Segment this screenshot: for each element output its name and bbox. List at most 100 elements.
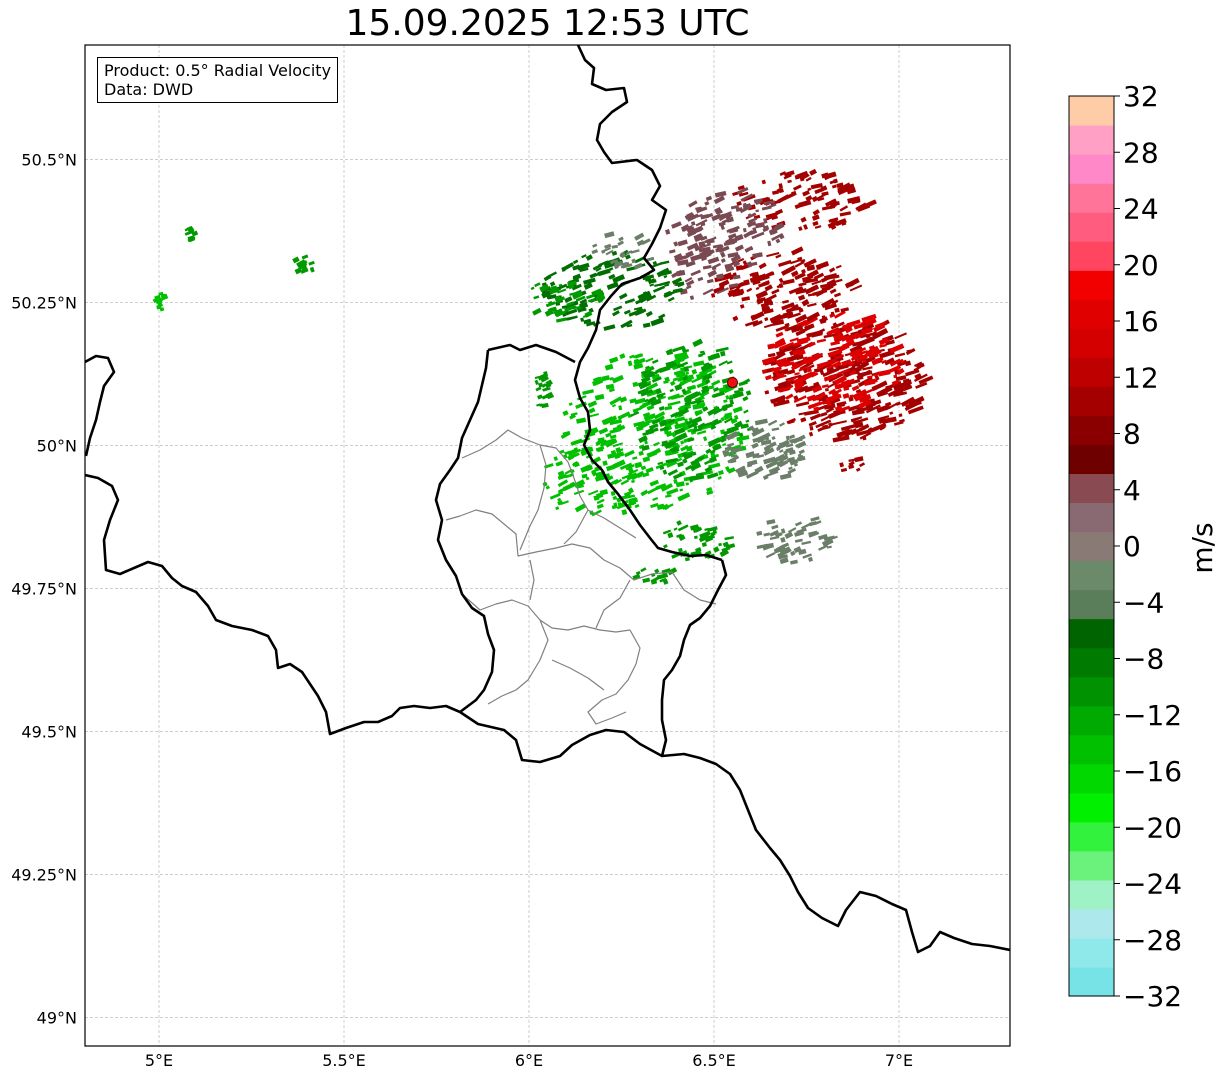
echo-pixel	[682, 349, 690, 353]
echo-pixel	[707, 256, 720, 265]
echo-pixel	[805, 176, 812, 182]
echo-pixel	[671, 394, 685, 400]
echo-pixel	[541, 395, 548, 400]
echo-pixel	[821, 315, 826, 320]
echo-pixel	[877, 391, 889, 397]
echo-cluster	[630, 338, 752, 482]
echo-pixel	[725, 445, 733, 452]
echo-pixel	[650, 262, 663, 269]
echo-pixel	[778, 183, 783, 189]
echo-pixel	[859, 431, 872, 440]
echo-pixel	[685, 464, 693, 471]
echo-pixel	[656, 392, 666, 398]
echo-pixel	[650, 317, 665, 327]
echo-pixel	[634, 461, 643, 469]
echo-pixel	[778, 344, 796, 354]
echo-pixel	[816, 338, 827, 343]
echo-pixel	[685, 482, 690, 486]
echo-pixel	[575, 295, 586, 302]
echo-pixel	[859, 336, 875, 346]
echo-pixel	[568, 449, 581, 457]
echo-pixel	[735, 207, 743, 212]
echo-pixel	[581, 473, 588, 479]
echo-pixel	[703, 436, 708, 442]
echo-pixel	[811, 279, 822, 286]
echo-pixel	[829, 180, 836, 185]
colorbar-band	[1069, 879, 1114, 910]
echo-pixel	[679, 488, 684, 492]
echo-pixel	[540, 374, 550, 383]
echo-pixel	[549, 287, 560, 294]
echo-pixel	[856, 202, 871, 212]
echo-pixel	[885, 339, 895, 346]
echo-pixel	[830, 224, 837, 230]
echo-pixel	[620, 319, 633, 329]
echo-pixel	[613, 305, 623, 312]
echo-pixel	[760, 302, 769, 309]
echo-pixel	[653, 441, 660, 447]
echo-pixel	[588, 407, 596, 414]
echo-pixel	[612, 310, 620, 317]
echo-pixel	[765, 211, 779, 219]
echo-pixel	[745, 390, 752, 396]
echo-pixel	[753, 198, 763, 204]
echo-pixel	[662, 529, 672, 535]
echo-pixel	[678, 548, 683, 553]
admin-boundary	[461, 429, 637, 539]
colorbar-band	[1069, 299, 1114, 329]
echo-pixel	[894, 352, 906, 358]
echo-pixel	[767, 203, 777, 209]
echo-pixel	[641, 444, 650, 451]
echo-pixel	[643, 371, 655, 380]
echo-cluster	[541, 249, 685, 331]
echo-pixel	[618, 448, 624, 452]
echo-pixel	[898, 413, 903, 418]
echo-cluster	[530, 280, 606, 323]
echo-pixel	[868, 349, 882, 359]
colorbar-tick-label: 28	[1123, 136, 1159, 169]
echo-pixel	[797, 294, 806, 301]
echo-pixel	[555, 296, 566, 304]
echo-pixel	[633, 306, 643, 311]
echo-pixel	[693, 233, 703, 240]
echo-pixel	[725, 266, 735, 273]
echo-pixel	[790, 246, 804, 256]
echo-pixel	[606, 464, 615, 472]
echo-pixel	[645, 310, 653, 317]
echo-pixel	[610, 449, 617, 455]
echo-pixel	[156, 304, 162, 310]
colorbar-band	[1069, 792, 1114, 823]
echo-pixel	[630, 500, 637, 506]
echo-pixel	[579, 267, 589, 273]
echo-pixel	[756, 454, 765, 459]
echo-pixel	[696, 430, 707, 435]
echo-pixel	[718, 360, 728, 367]
echo-pixel	[620, 263, 628, 269]
echo-pixel	[758, 262, 767, 270]
colorbar-band	[1069, 618, 1114, 649]
echo-pixel	[722, 443, 727, 447]
echo-pixel	[826, 327, 840, 336]
colorbar-band	[1069, 560, 1114, 591]
echo-pixel	[793, 395, 807, 403]
echo-pixel	[746, 463, 753, 468]
echo-pixel	[771, 228, 778, 235]
echo-pixel	[885, 402, 899, 411]
echo-pixel	[863, 318, 877, 328]
lat-tick-label: 49°N	[37, 1008, 77, 1027]
echo-pixel	[827, 221, 837, 229]
colorbar-band	[1069, 589, 1114, 620]
echo-pixel	[530, 286, 535, 291]
echo-pixel	[695, 455, 705, 462]
echo-pixel	[734, 244, 744, 252]
echo-pixel	[900, 396, 916, 407]
echo-pixel	[699, 530, 711, 539]
echo-pixel	[677, 239, 688, 247]
echo-pixel	[549, 281, 556, 287]
echo-pixel	[624, 298, 636, 305]
echo-pixel	[814, 187, 824, 195]
product-info-box: Product: 0.5° Radial Velocity Data: DWD	[97, 57, 339, 103]
echo-pixel	[856, 362, 861, 367]
echo-pixel	[796, 170, 809, 179]
echo-pixel	[834, 310, 846, 319]
